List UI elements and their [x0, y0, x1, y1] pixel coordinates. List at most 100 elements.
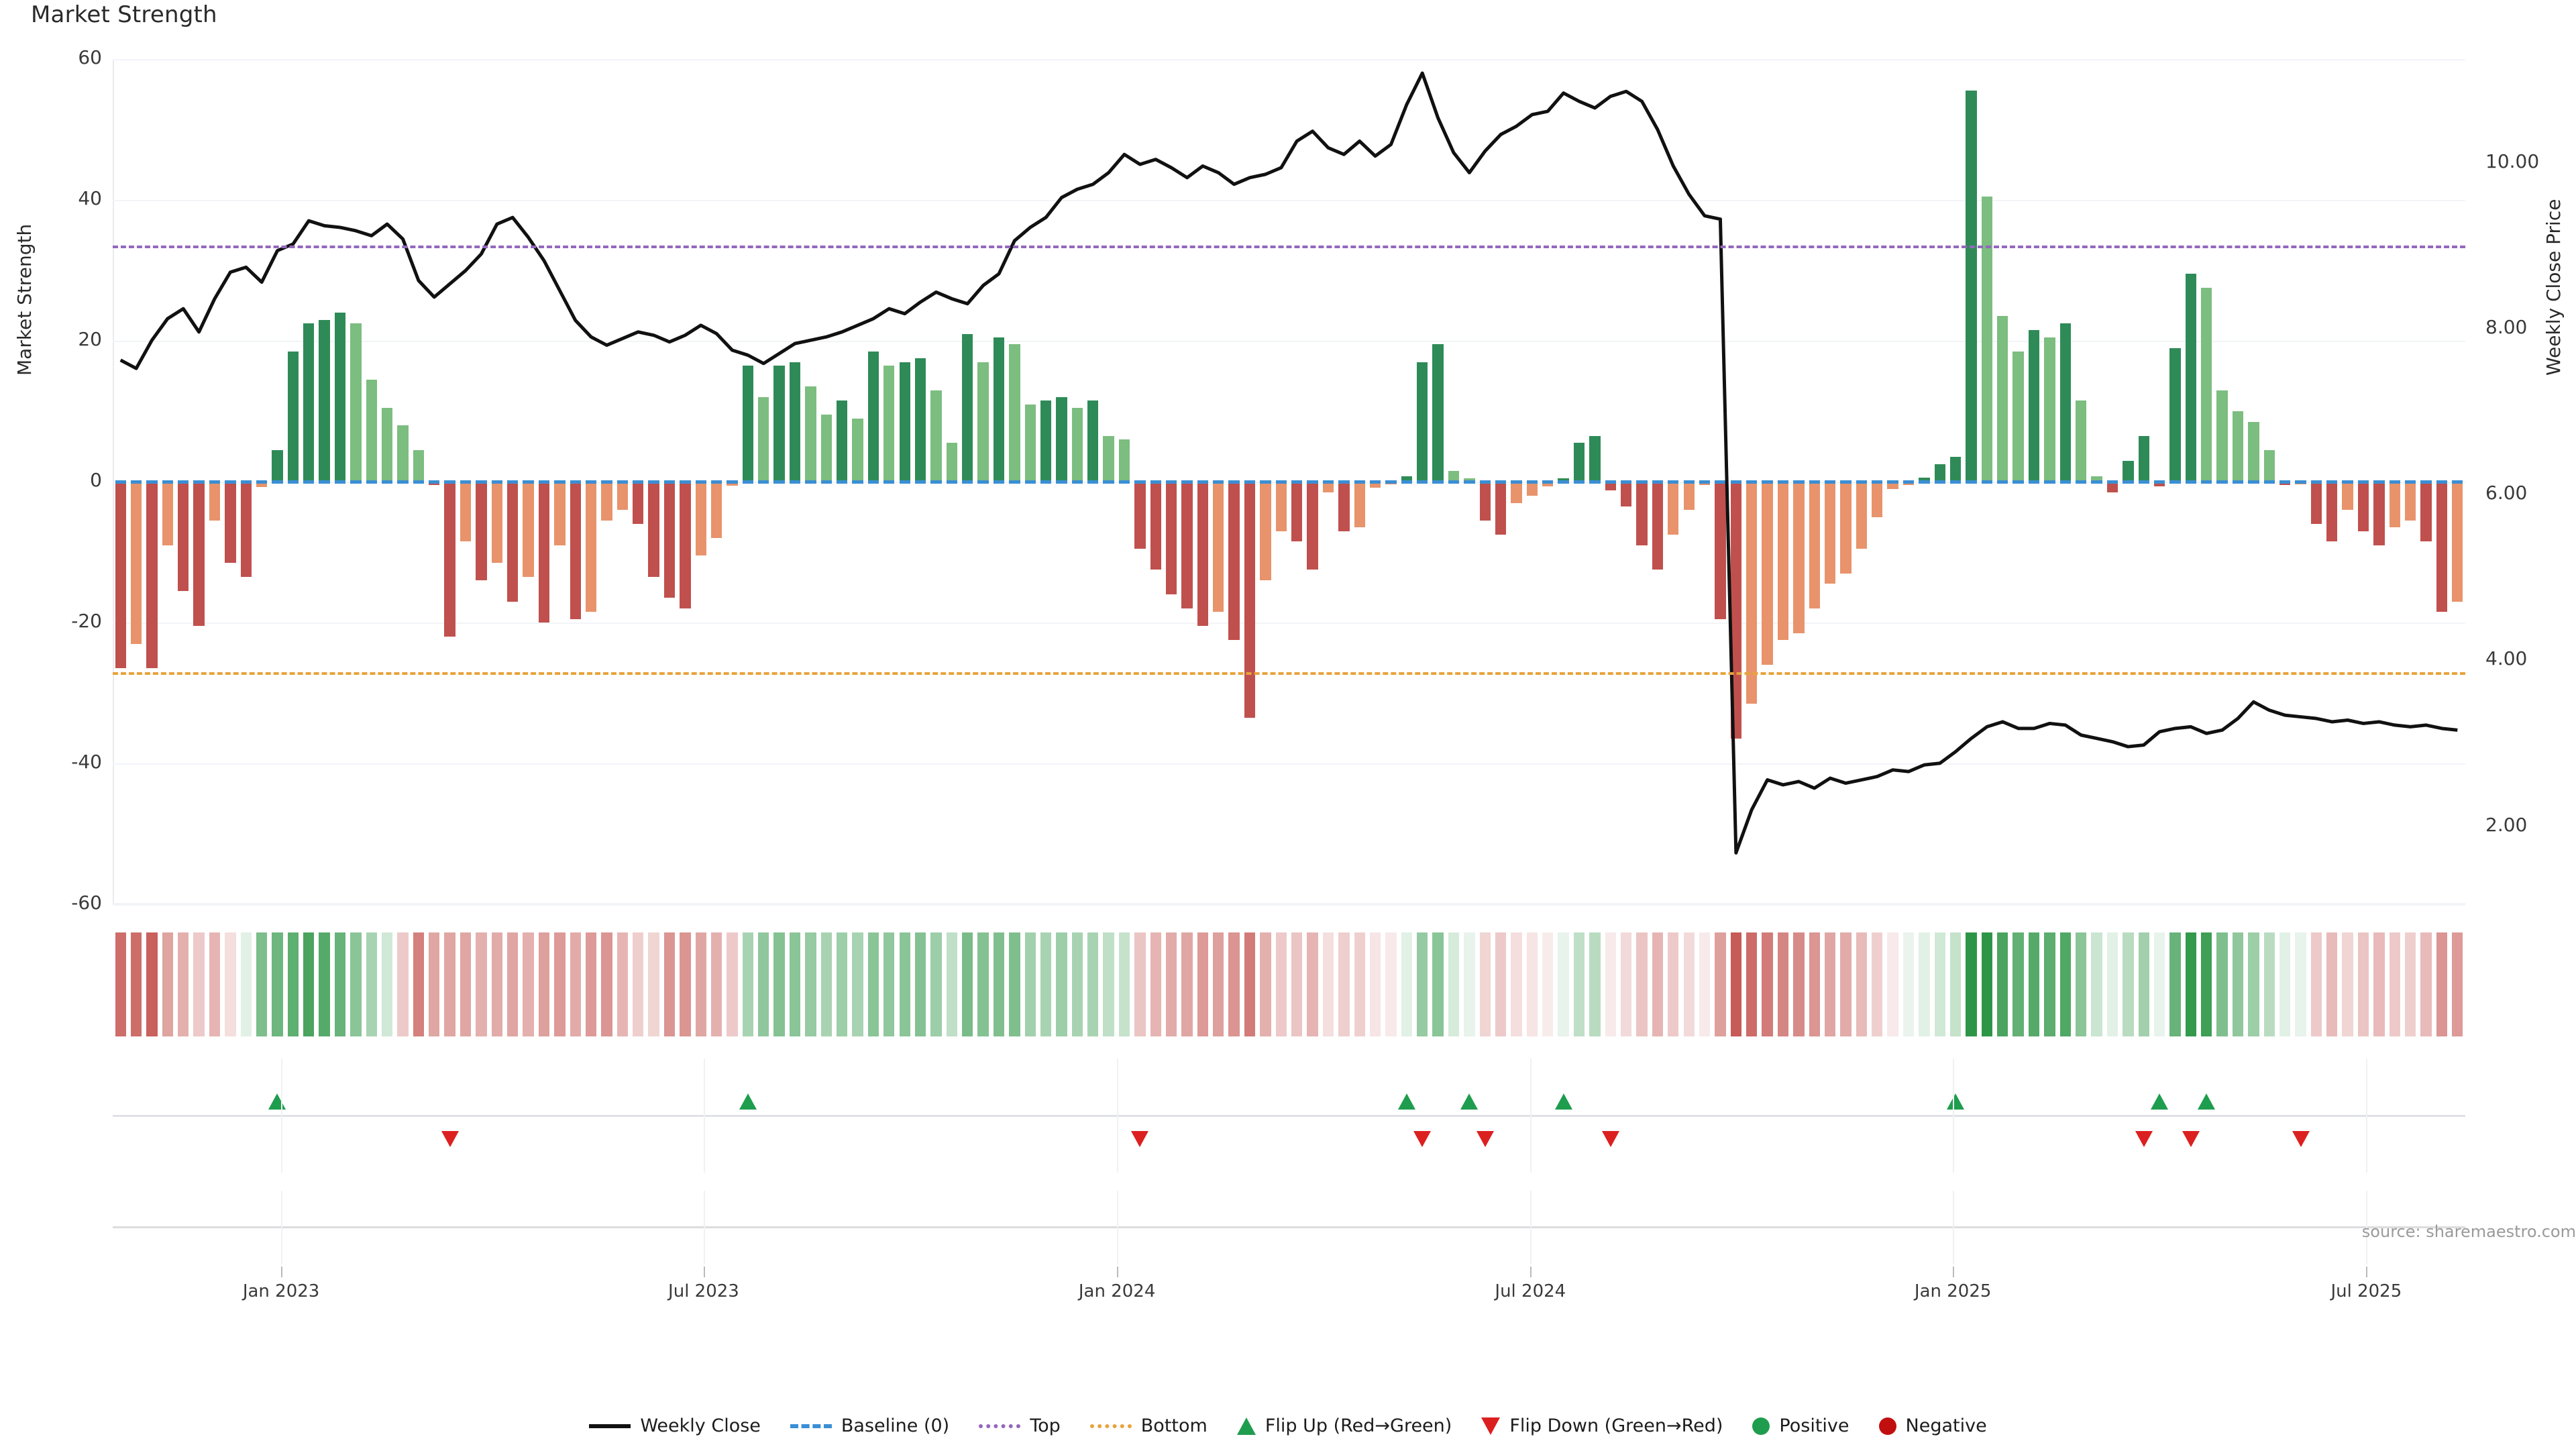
market-strength-bar [130, 482, 142, 644]
market-strength-bar [1024, 404, 1036, 482]
heat-strip-cell [2357, 932, 2369, 1036]
flip-up-marker [268, 1093, 286, 1110]
heat-strip-cell [570, 932, 581, 1036]
x-axis-tick-label: Jul 2023 [668, 1281, 739, 1301]
heat-strip-cell [319, 932, 330, 1036]
baseline-segment [1150, 480, 1161, 484]
legend-item[interactable]: Baseline (0) [790, 1415, 949, 1436]
legend-item[interactable]: Negative [1878, 1415, 1987, 1436]
baseline-segment [1762, 480, 1773, 484]
market-strength-bar [789, 362, 801, 482]
heat-strip-cell [648, 932, 659, 1036]
heat-strip-cell [616, 932, 629, 1036]
heat-strip-cell [2404, 932, 2416, 1036]
market-strength-bar [1966, 91, 1977, 482]
heat-strip-cell [820, 932, 832, 1036]
market-strength-bar [601, 482, 612, 521]
market-strength-bar [1526, 482, 1538, 496]
baseline-segment [2044, 480, 2055, 484]
baseline-segment [1118, 480, 1130, 484]
heat-strip-cell [633, 932, 644, 1036]
flip-down-marker [2182, 1131, 2200, 1147]
market-strength-bar [1118, 439, 1130, 482]
market-strength-bar [1793, 482, 1805, 633]
baseline-segment [193, 480, 205, 484]
legend-glyph-shape [1089, 1424, 1132, 1428]
baseline-segment [695, 480, 706, 484]
market-strength-bar [1542, 482, 1554, 487]
market-strength-bar [1683, 482, 1695, 510]
x-gridline [2366, 1191, 2368, 1265]
legend-item[interactable]: Flip Up (Red→Green) [1236, 1415, 1452, 1436]
legend-item[interactable]: Top [979, 1415, 1061, 1436]
baseline-segment [1668, 480, 1679, 484]
heat-strip-cell [993, 932, 1005, 1036]
legend-item[interactable]: Positive [1752, 1415, 1849, 1436]
heat-strip-cell [1966, 932, 1977, 1036]
legend-item-label: Baseline (0) [841, 1415, 950, 1436]
heat-strip-cell [2012, 932, 2024, 1036]
x-axis-tick-mark [1953, 1267, 1955, 1277]
heat-strip-cell [538, 932, 550, 1036]
heat-strip-cell [240, 932, 252, 1036]
market-strength-bar [256, 482, 268, 488]
baseline-segment [240, 480, 252, 484]
baseline-segment [2216, 480, 2228, 484]
market-strength-bar [507, 482, 519, 602]
market-strength-bar [146, 482, 158, 669]
market-strength-bar [1824, 482, 1836, 584]
baseline-segment [1840, 480, 1851, 484]
baseline-segment [680, 480, 691, 484]
baseline-segment [2295, 480, 2306, 484]
gridline-y [113, 200, 2465, 201]
market-strength-bar [1762, 482, 1773, 665]
baseline-segment [1636, 480, 1648, 484]
heat-strip-cell [1809, 932, 1820, 1036]
baseline-segment [162, 480, 173, 484]
market-strength-bar [2138, 435, 2149, 482]
market-strength-bar [930, 390, 942, 482]
market-strength-bar [2216, 390, 2228, 482]
heat-strip-cell [695, 932, 706, 1036]
market-strength-bar [2153, 482, 2165, 487]
market-strength-bar [1872, 482, 1883, 517]
market-strength-bar [1573, 443, 1585, 482]
market-strength-bar [538, 482, 550, 623]
heat-strip-cell [1150, 932, 1161, 1036]
left-axis-tick-label: -20 [71, 610, 102, 632]
legend-item[interactable]: Weekly Close [589, 1415, 761, 1436]
heat-strip-cell [272, 932, 283, 1036]
market-strength-bar [1777, 482, 1789, 641]
heat-strip-cell [1228, 932, 1240, 1036]
baseline-segment [1620, 480, 1632, 484]
heat-strip-cell [710, 932, 722, 1036]
market-strength-bar [742, 365, 754, 482]
legend-item[interactable]: Bottom [1089, 1415, 1208, 1436]
x-axis-tick-label: Jan 2025 [1914, 1281, 1992, 1301]
x-gridline [1117, 1191, 1119, 1265]
market-strength-bar [240, 482, 252, 577]
legend-item[interactable]: Flip Down (Green→Red) [1481, 1415, 1723, 1436]
heat-strip-cell [1040, 932, 1052, 1036]
market-strength-bar [867, 351, 879, 482]
market-strength-bar [1103, 435, 1114, 482]
legend-item-label: Top [1030, 1415, 1061, 1436]
baseline-segment [993, 480, 1005, 484]
heat-strip-cell [962, 932, 973, 1036]
flip-down-marker [2135, 1131, 2153, 1147]
market-strength-bar [193, 482, 205, 627]
market-strength-bar [303, 323, 315, 482]
flip-markers-panel [113, 1059, 2465, 1173]
baseline-segment [1652, 480, 1664, 484]
heat-strip-cell [1526, 932, 1538, 1036]
market-strength-bar [460, 482, 472, 542]
heat-strip-cell [1118, 932, 1130, 1036]
market-strength-bar [852, 418, 863, 482]
flip-down-marker [441, 1131, 459, 1147]
heat-strip-cell [883, 932, 895, 1036]
market-strength-bar [1307, 482, 1318, 570]
baseline-segment [115, 480, 126, 484]
bottom-midline [113, 1226, 2465, 1228]
heat-strip-cell [1260, 932, 1271, 1036]
market-strength-bar [1181, 482, 1193, 608]
